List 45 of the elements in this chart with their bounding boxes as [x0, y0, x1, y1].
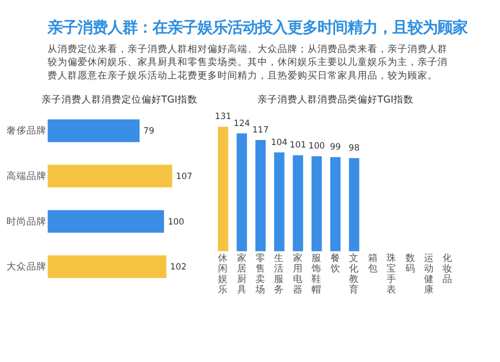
data-label: 124 — [234, 118, 250, 129]
y-tick-label: 奢侈品牌 — [6, 124, 46, 137]
data-label: 104 — [271, 138, 288, 148]
chart-title: 亲子消费人群消费定位偏好TGI指数 — [41, 93, 198, 106]
bar — [218, 126, 228, 252]
bar — [348, 158, 360, 252]
bar — [48, 119, 140, 142]
x-tick-label: 家居厨具 — [236, 252, 247, 296]
x-tick-label: 休闲娱乐 — [218, 253, 228, 296]
bar — [255, 140, 266, 252]
x-tick-label: 家用电器 — [292, 252, 303, 296]
x-tick-label: 数码 — [405, 253, 416, 275]
data-label: 79 — [143, 126, 154, 137]
chart-title: 亲子消费人群消费品类偏好TGI指数 — [257, 93, 414, 106]
x-tick-label: 珠宝手表 — [386, 252, 397, 296]
data-label: 100 — [168, 217, 184, 228]
data-label: 99 — [330, 142, 341, 153]
bar — [292, 155, 304, 252]
bar — [48, 164, 172, 188]
x-tick-label: 文化教育 — [349, 252, 360, 296]
bar — [274, 152, 284, 252]
bar — [330, 157, 341, 252]
bar — [48, 255, 166, 278]
x-tick-label: 箱包 — [368, 253, 378, 275]
data-label: 102 — [170, 262, 187, 273]
x-tick-label: 运动健康 — [424, 252, 434, 296]
data-label: 107 — [176, 172, 192, 182]
data-label: 117 — [252, 125, 269, 136]
x-tick-label: 餐饮 — [329, 252, 340, 275]
bar — [236, 133, 247, 252]
x-tick-label: 零售卖场 — [254, 253, 266, 296]
x-tick-label: 生活服务 — [274, 252, 284, 296]
bar — [48, 210, 164, 233]
data-label: 98 — [348, 143, 360, 154]
text: 从消费定位来看，亲子消费人群相对偏好高端、大众品牌；从消费品类来看，亲子消费人群较为偏爱休闲娱乐、家具厨具和零售卖场类。其中，休闲娱乐主要以儿童娱乐为主，亲子消费人群愿意在亲子娱乐活动上花费更多时间精力，且热爱购买日常家具用品，较为顾家。 — [48, 42, 448, 82]
x-tick-label: 服饰鞋帽 — [310, 253, 322, 296]
data-label: 131 — [214, 112, 232, 122]
y-tick-label: 时尚品牌 — [6, 215, 46, 228]
x-tick-label: 化妆品 — [442, 252, 453, 286]
y-tick-label: 高端品牌 — [6, 170, 46, 182]
data-label: 100 — [308, 142, 325, 152]
data-label: 101 — [290, 140, 306, 151]
text: 亲子消费人群：在亲子娱乐活动投入更多时间精力，且较为顾家 — [46, 18, 468, 37]
y-tick-label: 大众品牌 — [6, 260, 46, 273]
bar — [312, 156, 322, 252]
